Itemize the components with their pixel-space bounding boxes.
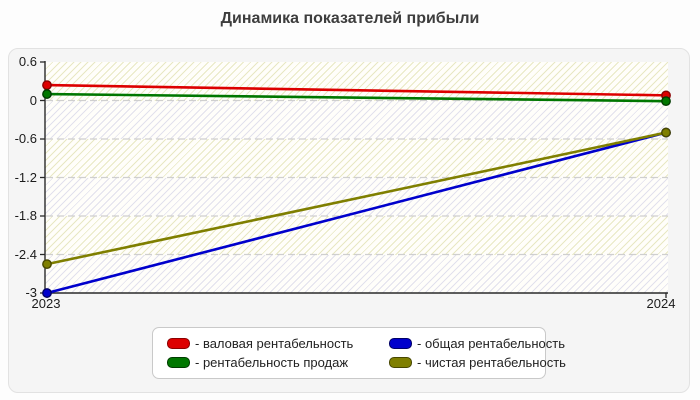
plot-band [45,216,668,255]
x-axis-tick-label-2024: 2024 [646,296,676,311]
plot-band [45,62,668,101]
x-axis-tick-label-2023: 2023 [31,296,61,311]
y-axis-tick-label: -1.2 [14,169,37,185]
y-axis-tick-label: -2.4 [14,246,37,262]
legend-label: - валовая рентабельность [195,336,354,351]
legend-swatch-green [167,357,190,368]
legend-swatch-blue [389,338,412,349]
legend-item-sales-profitability: - рентабельность продаж [167,354,389,372]
legend-label: - рентабельность продаж [195,355,349,370]
legend-item-gross-profitability: - валовая рентабельность [167,335,389,353]
y-axis-tick-label: -0.6 [14,131,37,146]
y-axis-tick-label: -3 [25,285,37,300]
legend-swatch-olive [389,357,412,368]
legend-item-net-profitability: - чистая рентабельность [389,354,566,372]
legend-item-total-profitability: - общая рентабельность [389,335,566,353]
plot-band [45,177,668,216]
plot-band [45,139,668,178]
y-axis-tick-label: -1.8 [14,208,37,223]
plot-band [45,100,668,139]
legend-label: - чистая рентабельность [417,355,566,370]
legend-swatch-red [167,338,190,349]
plot-band [45,254,668,293]
plot-area [45,62,668,293]
chart-legend: - валовая рентабельность - общая рентабе… [152,327,566,379]
y-axis-tick-label: 0.6 [18,54,37,69]
y-axis-tick-label: 0 [29,92,37,108]
chart-title: Динамика показателей прибыли [220,10,480,27]
legend-label: - общая рентабельность [417,336,565,351]
